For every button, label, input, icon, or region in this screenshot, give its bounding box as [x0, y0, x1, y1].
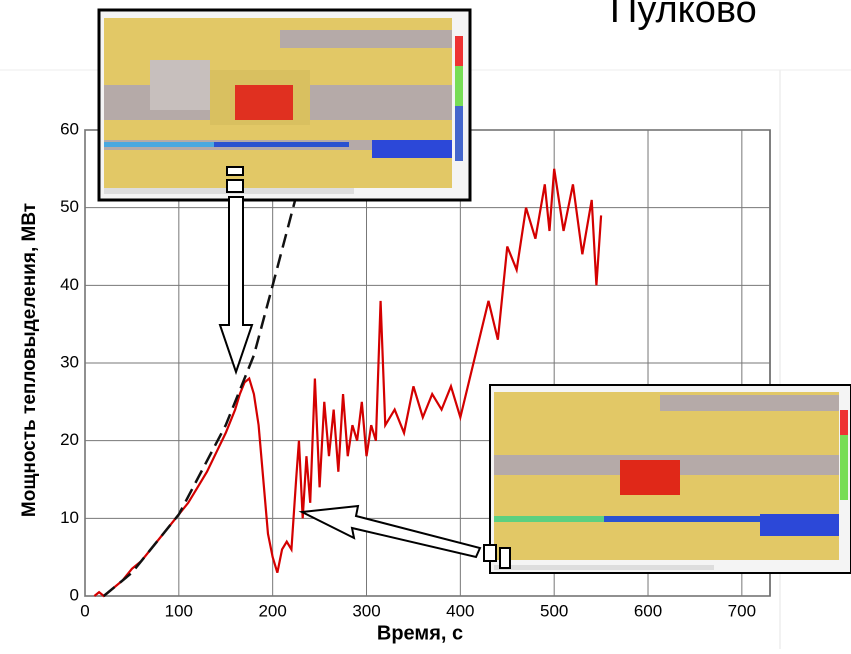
- arrow: [218, 196, 254, 376]
- x-tick-label: 400: [446, 601, 474, 620]
- page-title: Пулково: [610, 0, 757, 31]
- x-tick-label: 0: [80, 601, 89, 620]
- line-series: [102, 199, 297, 597]
- x-tick-label: 700: [728, 601, 756, 620]
- y-tick-label: 60: [60, 119, 79, 138]
- x-tick-label: 200: [258, 601, 286, 620]
- x-tick-label: 500: [540, 601, 568, 620]
- x-axis-label: Время, с: [377, 622, 463, 644]
- y-tick-label: 30: [60, 352, 79, 371]
- y-tick-label: 50: [60, 197, 79, 216]
- x-tick-label: 100: [165, 601, 193, 620]
- x-tick-label: 300: [352, 601, 380, 620]
- y-axis-label: Мощность тепловыделения, МВт: [19, 203, 40, 517]
- inset-top: [97, 8, 472, 202]
- x-tick-label: 600: [634, 601, 662, 620]
- y-tick-label: 0: [70, 585, 79, 604]
- y-tick-label: 40: [60, 275, 79, 294]
- arrow: [298, 504, 482, 559]
- line-series: [93, 168, 603, 598]
- inset-bottom: [483, 384, 851, 574]
- y-tick-label: 20: [60, 430, 79, 449]
- y-tick-label: 10: [60, 508, 79, 527]
